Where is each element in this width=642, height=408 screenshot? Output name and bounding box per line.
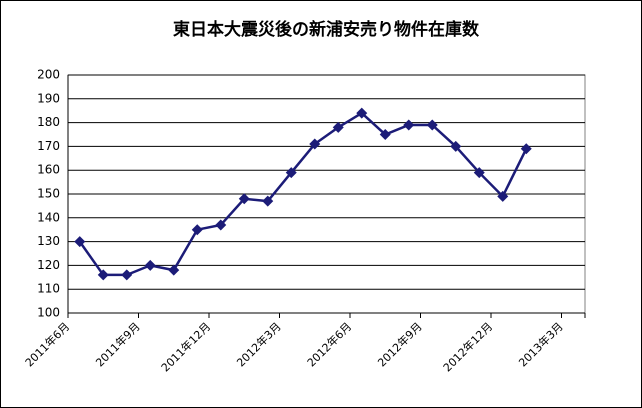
data-point bbox=[497, 190, 509, 202]
data-point bbox=[74, 236, 86, 248]
data-point bbox=[262, 195, 274, 207]
y-tick-label: 120 bbox=[37, 258, 60, 272]
y-tick-label: 160 bbox=[37, 163, 60, 177]
data-point bbox=[520, 143, 532, 155]
data-point bbox=[309, 138, 321, 150]
data-point bbox=[215, 219, 227, 231]
data-point bbox=[450, 140, 462, 152]
y-tick-label: 180 bbox=[37, 115, 60, 129]
data-point bbox=[426, 119, 438, 131]
data-point bbox=[285, 167, 297, 179]
data-point bbox=[379, 129, 391, 140]
data-point bbox=[97, 269, 109, 281]
data-point bbox=[168, 264, 180, 276]
data-point bbox=[121, 269, 133, 281]
data-point bbox=[356, 107, 368, 119]
data-point bbox=[332, 121, 344, 133]
y-tick-label: 190 bbox=[37, 91, 60, 105]
y-tick-label: 140 bbox=[37, 210, 60, 224]
y-tick-label: 130 bbox=[37, 234, 60, 248]
chart-title: 東日本大震災後の新浦安売り物件在庫数 bbox=[173, 19, 480, 40]
y-tick-label: 150 bbox=[37, 187, 60, 201]
y-tick-label: 200 bbox=[37, 68, 60, 82]
data-point bbox=[473, 167, 485, 179]
y-tick-label: 170 bbox=[37, 139, 60, 153]
data-point bbox=[144, 259, 156, 271]
y-tick-label: 100 bbox=[37, 306, 60, 320]
data-point bbox=[238, 193, 250, 205]
data-point bbox=[191, 224, 203, 236]
data-point bbox=[403, 119, 415, 131]
y-tick-label: 110 bbox=[37, 282, 60, 296]
